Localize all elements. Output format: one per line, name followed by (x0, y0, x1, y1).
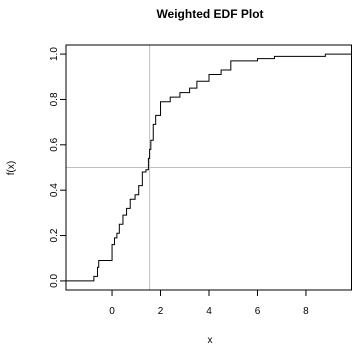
edf-step-line (66, 53, 352, 282)
x-tick-label: 2 (158, 306, 164, 317)
y-tick-label: 0.4 (49, 183, 60, 197)
x-axis-label: x (208, 335, 213, 346)
y-tick-label: 0.6 (49, 137, 60, 151)
plot-area (65, 44, 352, 291)
x-axis: 0 2 4 6 8 (109, 290, 309, 317)
chart-title: Weighted EDF Plot (156, 7, 263, 21)
y-tick-label: 0.0 (49, 274, 60, 288)
reference-lines (66, 45, 352, 290)
x-tick-label: 4 (206, 306, 212, 317)
y-tick-label: 0.8 (49, 92, 60, 106)
x-tick-label: 8 (303, 306, 309, 317)
y-axis: 0.0 0.2 0.4 0.6 0.8 1.0 (49, 47, 66, 288)
y-axis-label: f(x) (6, 161, 17, 175)
x-tick-label: 6 (255, 306, 261, 317)
y-tick-label: 0.2 (49, 228, 60, 242)
y-tick-label: 1.0 (49, 47, 60, 61)
x-tick-label: 0 (109, 306, 115, 317)
